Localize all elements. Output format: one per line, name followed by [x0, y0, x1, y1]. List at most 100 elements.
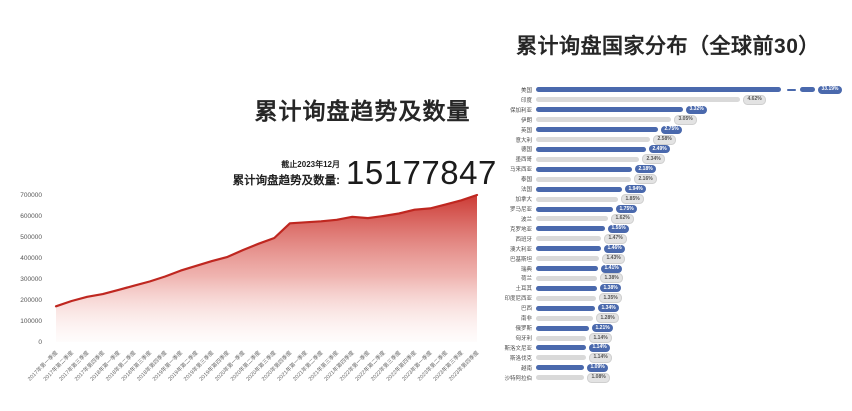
value-pill: 1.28%	[596, 313, 620, 324]
country-bar	[536, 375, 584, 381]
bar-row: 澳大利亚 1.46%	[490, 244, 852, 254]
value-pill: 2.49%	[649, 145, 671, 154]
country-bar	[536, 196, 618, 202]
bar-row: 斯洛文尼亚 1.14%	[490, 343, 852, 353]
value-pill: 1.09%	[587, 363, 609, 372]
value-pill: 4.62%	[743, 94, 767, 105]
y-axis-tick: 100000	[20, 318, 42, 325]
country-bar	[536, 156, 639, 162]
bar-row: 罗马尼亚 1.75%	[490, 204, 852, 214]
country-label: 西班牙	[515, 236, 532, 243]
bar-row: 瑞典 1.41%	[490, 264, 852, 274]
y-axis-tick: 600000	[20, 213, 42, 220]
country-bar	[536, 335, 586, 341]
country-bar	[536, 266, 598, 272]
country-label: 德国	[520, 147, 532, 154]
trend-stats: 截止2023年12月 累计询盘趋势及数量: 15177847	[150, 156, 497, 189]
bar-row: 英国 2.75%	[490, 125, 852, 135]
axis-break-cap	[800, 87, 815, 93]
country-bar	[536, 186, 622, 192]
axis-break-dash	[787, 88, 796, 92]
country-chart-panel: 累计询盘国家分布（全球前30） 美国 33.19% 印度 4.62% 保加利亚 3.32%…	[490, 0, 852, 411]
value-pill: 1.41%	[601, 264, 623, 273]
country-bar	[536, 117, 671, 123]
value-pill: 1.35%	[599, 293, 623, 304]
country-label: 保加利亚	[509, 107, 532, 114]
country-bar	[536, 355, 586, 361]
country-label: 美国	[520, 87, 532, 94]
country-label: 伊朗	[520, 117, 532, 124]
bar-row: 土耳其 1.38%	[490, 283, 852, 293]
bar-row: 匈牙利 1.14%	[490, 333, 852, 344]
country-label: 意大利	[515, 137, 532, 144]
y-axis-tick: 200000	[20, 297, 42, 304]
country-label: 墨西哥	[515, 157, 532, 164]
country-label: 瑞典	[520, 266, 532, 273]
bar-row: 俄罗斯 1.21%	[490, 323, 852, 333]
value-pill: 1.21%	[592, 324, 614, 333]
country-label: 罗马尼亚	[509, 207, 532, 214]
stat-note: 截止2023年12月	[281, 160, 340, 169]
country-label: 法国	[520, 187, 532, 194]
bar-row: 斯洛伐克 1.14%	[490, 352, 852, 363]
country-bar	[536, 216, 608, 222]
country-bar	[536, 107, 683, 113]
y-axis-tick: 0	[38, 339, 42, 346]
bar-row: 墨西哥 2.34%	[490, 154, 852, 165]
country-bar	[536, 127, 658, 133]
trend-chart-title: 累计询盘趋势及数量	[254, 98, 471, 124]
trend-stats-labels: 截止2023年12月 累计询盘趋势及数量:	[150, 156, 340, 188]
value-pill: 1.38%	[600, 273, 624, 284]
value-pill: 2.34%	[642, 154, 666, 165]
bar-row: 意大利 2.58%	[490, 134, 852, 145]
country-bar	[536, 285, 597, 291]
y-axis-tick: 700000	[20, 192, 42, 199]
value-pill: 1.14%	[589, 333, 613, 344]
country-label: 斯洛文尼亚	[504, 345, 532, 352]
country-label: 波兰	[520, 216, 532, 223]
value-pill: 1.14%	[589, 343, 611, 352]
country-label: 澳大利亚	[509, 246, 532, 253]
country-label: 泰国	[520, 177, 532, 184]
country-bar	[536, 236, 601, 242]
bar-row: 巴西 1.34%	[490, 303, 852, 313]
bar-row: 伊朗 3.05%	[490, 114, 852, 125]
value-pill: 1.85%	[621, 194, 645, 205]
y-axis-tick: 300000	[20, 276, 42, 283]
trend-line	[54, 193, 479, 308]
trend-area-chart: 0 100000 200000 300000 400000 500000 600000 700…	[20, 192, 480, 382]
bar-row: 保加利亚 3.32%	[490, 105, 852, 115]
country-bar	[536, 365, 584, 371]
bar-row: 南非 1.28%	[490, 313, 852, 324]
country-label: 匈牙利	[515, 336, 532, 342]
country-label: 南非	[520, 316, 532, 323]
value-pill: 1.34%	[598, 304, 620, 313]
value-pill: 1.75%	[616, 205, 638, 214]
country-label: 俄罗斯	[515, 326, 532, 333]
value-pill: 1.46%	[604, 244, 626, 253]
bar-row: 印度 4.62%	[490, 94, 852, 105]
country-chart-title: 累计询盘国家分布（全球前30）	[516, 35, 820, 58]
value-pill: 1.14%	[589, 352, 613, 363]
bar-row: 法国 1.94%	[490, 184, 852, 194]
value-pill: 1.55%	[608, 224, 630, 233]
country-label: 印度	[520, 97, 532, 104]
value-pill: 2.16%	[634, 174, 658, 185]
bar-row: 印度尼西亚 1.35%	[490, 293, 852, 304]
bar-row: 越南 1.09%	[490, 363, 852, 373]
value-pill: 2.18%	[635, 165, 657, 174]
country-bar	[536, 226, 605, 232]
country-bar	[536, 305, 595, 311]
trend-area-fill	[56, 195, 477, 342]
stat-label: 累计询盘趋势及数量:	[232, 175, 340, 187]
value-pill: 1.62%	[611, 213, 635, 224]
y-axis-tick: 500000	[20, 234, 42, 241]
country-bar	[536, 256, 599, 262]
y-axis-tick: 400000	[20, 255, 42, 262]
value-pill: 1.94%	[625, 185, 647, 194]
bar-row: 荷兰 1.38%	[490, 273, 852, 284]
value-pill: 1.38%	[600, 284, 622, 293]
value-pill: 33.19%	[818, 85, 842, 94]
country-bar	[536, 97, 740, 103]
value-pill: 3.05%	[674, 114, 698, 125]
